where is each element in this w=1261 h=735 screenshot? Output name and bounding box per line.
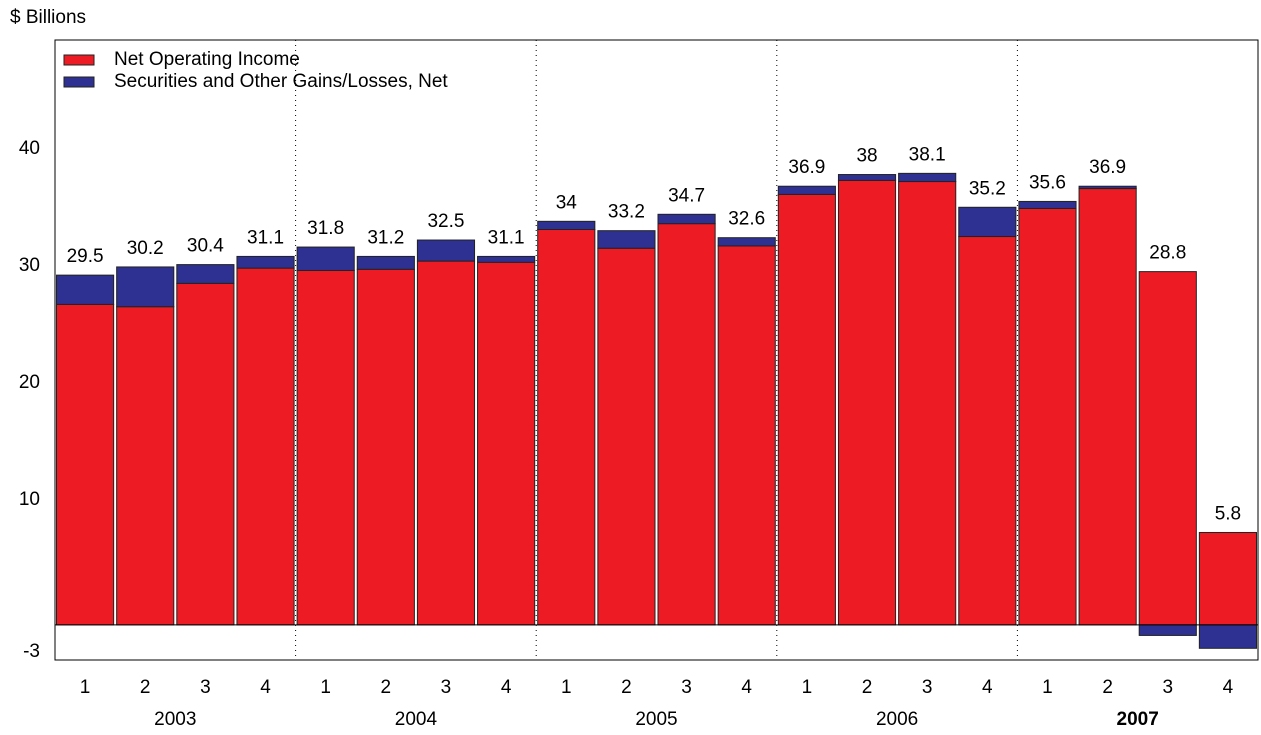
x-tick-label: 2	[621, 677, 632, 698]
bar-segment	[1198, 624, 1257, 649]
bar-segment	[176, 264, 235, 284]
total-label: 32.5	[427, 211, 464, 232]
bar-segment	[898, 172, 957, 183]
total-label: 36.9	[1089, 157, 1126, 178]
bar-segment	[116, 266, 175, 308]
bar-segment	[116, 306, 175, 626]
bar-segment	[477, 261, 536, 626]
total-label: 31.1	[488, 227, 525, 248]
x-tick-label: 1	[561, 677, 572, 698]
legend-swatch	[63, 54, 95, 66]
legend-swatch	[63, 76, 95, 88]
bar-segment	[898, 181, 957, 626]
total-label: 32.6	[728, 209, 765, 230]
total-label: 35.2	[969, 178, 1006, 199]
total-label: 36.9	[788, 157, 825, 178]
bar-segment	[958, 206, 1017, 238]
bar-segment	[777, 193, 836, 626]
x-tick-label: 1	[80, 677, 91, 698]
bar-segment	[236, 255, 295, 269]
x-tick-label: 3	[1162, 677, 1173, 698]
bar-segment	[296, 269, 355, 626]
y-tick-label: 30	[19, 255, 40, 276]
legend-label: Securities and Other Gains/Losses, Net	[114, 71, 448, 92]
bar-segment	[236, 267, 295, 626]
y-tick-label: 40	[19, 138, 40, 159]
bar-segment	[777, 185, 836, 195]
bar-segment	[1138, 271, 1197, 626]
group-label: 2007	[1117, 709, 1159, 730]
bar-segment	[416, 239, 476, 262]
x-tick-label: 4	[741, 677, 752, 698]
x-tick-label: 3	[441, 677, 452, 698]
total-label: 30.4	[187, 236, 224, 257]
bar-segment	[1078, 185, 1137, 190]
bar-segment	[837, 179, 897, 626]
group-label: 2006	[876, 709, 918, 730]
x-tick-label: 4	[1223, 677, 1234, 698]
bar-segment	[1198, 531, 1257, 626]
x-tick-label: 3	[200, 677, 211, 698]
bar-segment	[717, 237, 776, 247]
total-label: 29.5	[67, 246, 104, 267]
bar-segment	[657, 213, 716, 225]
x-tick-label: 1	[802, 677, 813, 698]
x-tick-label: 4	[260, 677, 271, 698]
bar-segment	[1018, 200, 1077, 209]
x-tick-label: 4	[501, 677, 512, 698]
x-tick-label: 3	[681, 677, 692, 698]
bar-segment	[477, 255, 536, 263]
bar-segment	[717, 245, 776, 626]
y-tick-label: -3	[23, 641, 40, 662]
bar-segment	[56, 303, 115, 626]
y-tick-label: 20	[19, 372, 40, 393]
x-tick-label: 2	[381, 677, 392, 698]
total-label: 35.6	[1029, 172, 1066, 193]
total-label: 5.8	[1215, 504, 1241, 525]
total-label: 34	[556, 192, 578, 213]
bar-segment	[416, 260, 476, 626]
x-tick-label: 1	[320, 677, 331, 698]
legend-label: Net Operating Income	[114, 49, 300, 70]
bar-segment	[597, 230, 656, 249]
bar-segment	[537, 229, 596, 626]
bar-segment	[356, 268, 415, 626]
total-label: 38	[856, 146, 877, 167]
x-tick-label: 4	[982, 677, 993, 698]
y-tick-label: 10	[19, 489, 40, 510]
bar-segment	[1138, 624, 1197, 636]
group-label: 2004	[395, 709, 438, 730]
bar-segment	[56, 274, 115, 305]
x-tick-label: 2	[862, 677, 873, 698]
total-label: 31.2	[367, 227, 404, 248]
x-tick-label: 3	[922, 677, 933, 698]
bar-segment	[296, 246, 355, 271]
bar-segment	[176, 282, 235, 626]
bar-segment	[958, 236, 1017, 626]
bar-segment	[1018, 207, 1077, 626]
x-tick-label: 1	[1042, 677, 1053, 698]
bar-segment	[837, 174, 897, 181]
plot-frame	[54, 39, 1259, 661]
bar-segment	[1078, 188, 1137, 626]
x-tick-label: 2	[140, 677, 151, 698]
y-axis-label: $ Billions	[10, 7, 86, 28]
bar-segment	[657, 223, 716, 626]
total-label: 38.1	[909, 144, 946, 165]
x-tick-label: 2	[1102, 677, 1113, 698]
total-label: 28.8	[1149, 243, 1186, 264]
bar-segment	[537, 220, 596, 231]
total-label: 31.8	[307, 218, 344, 239]
group-label: 2003	[154, 709, 196, 730]
total-label: 33.2	[608, 202, 645, 223]
group-label: 2005	[635, 709, 677, 730]
total-label: 30.2	[127, 238, 164, 259]
total-label: 34.7	[668, 185, 705, 206]
total-label: 31.1	[247, 227, 284, 248]
bar-segment	[597, 247, 656, 626]
bar-segment	[356, 255, 415, 270]
